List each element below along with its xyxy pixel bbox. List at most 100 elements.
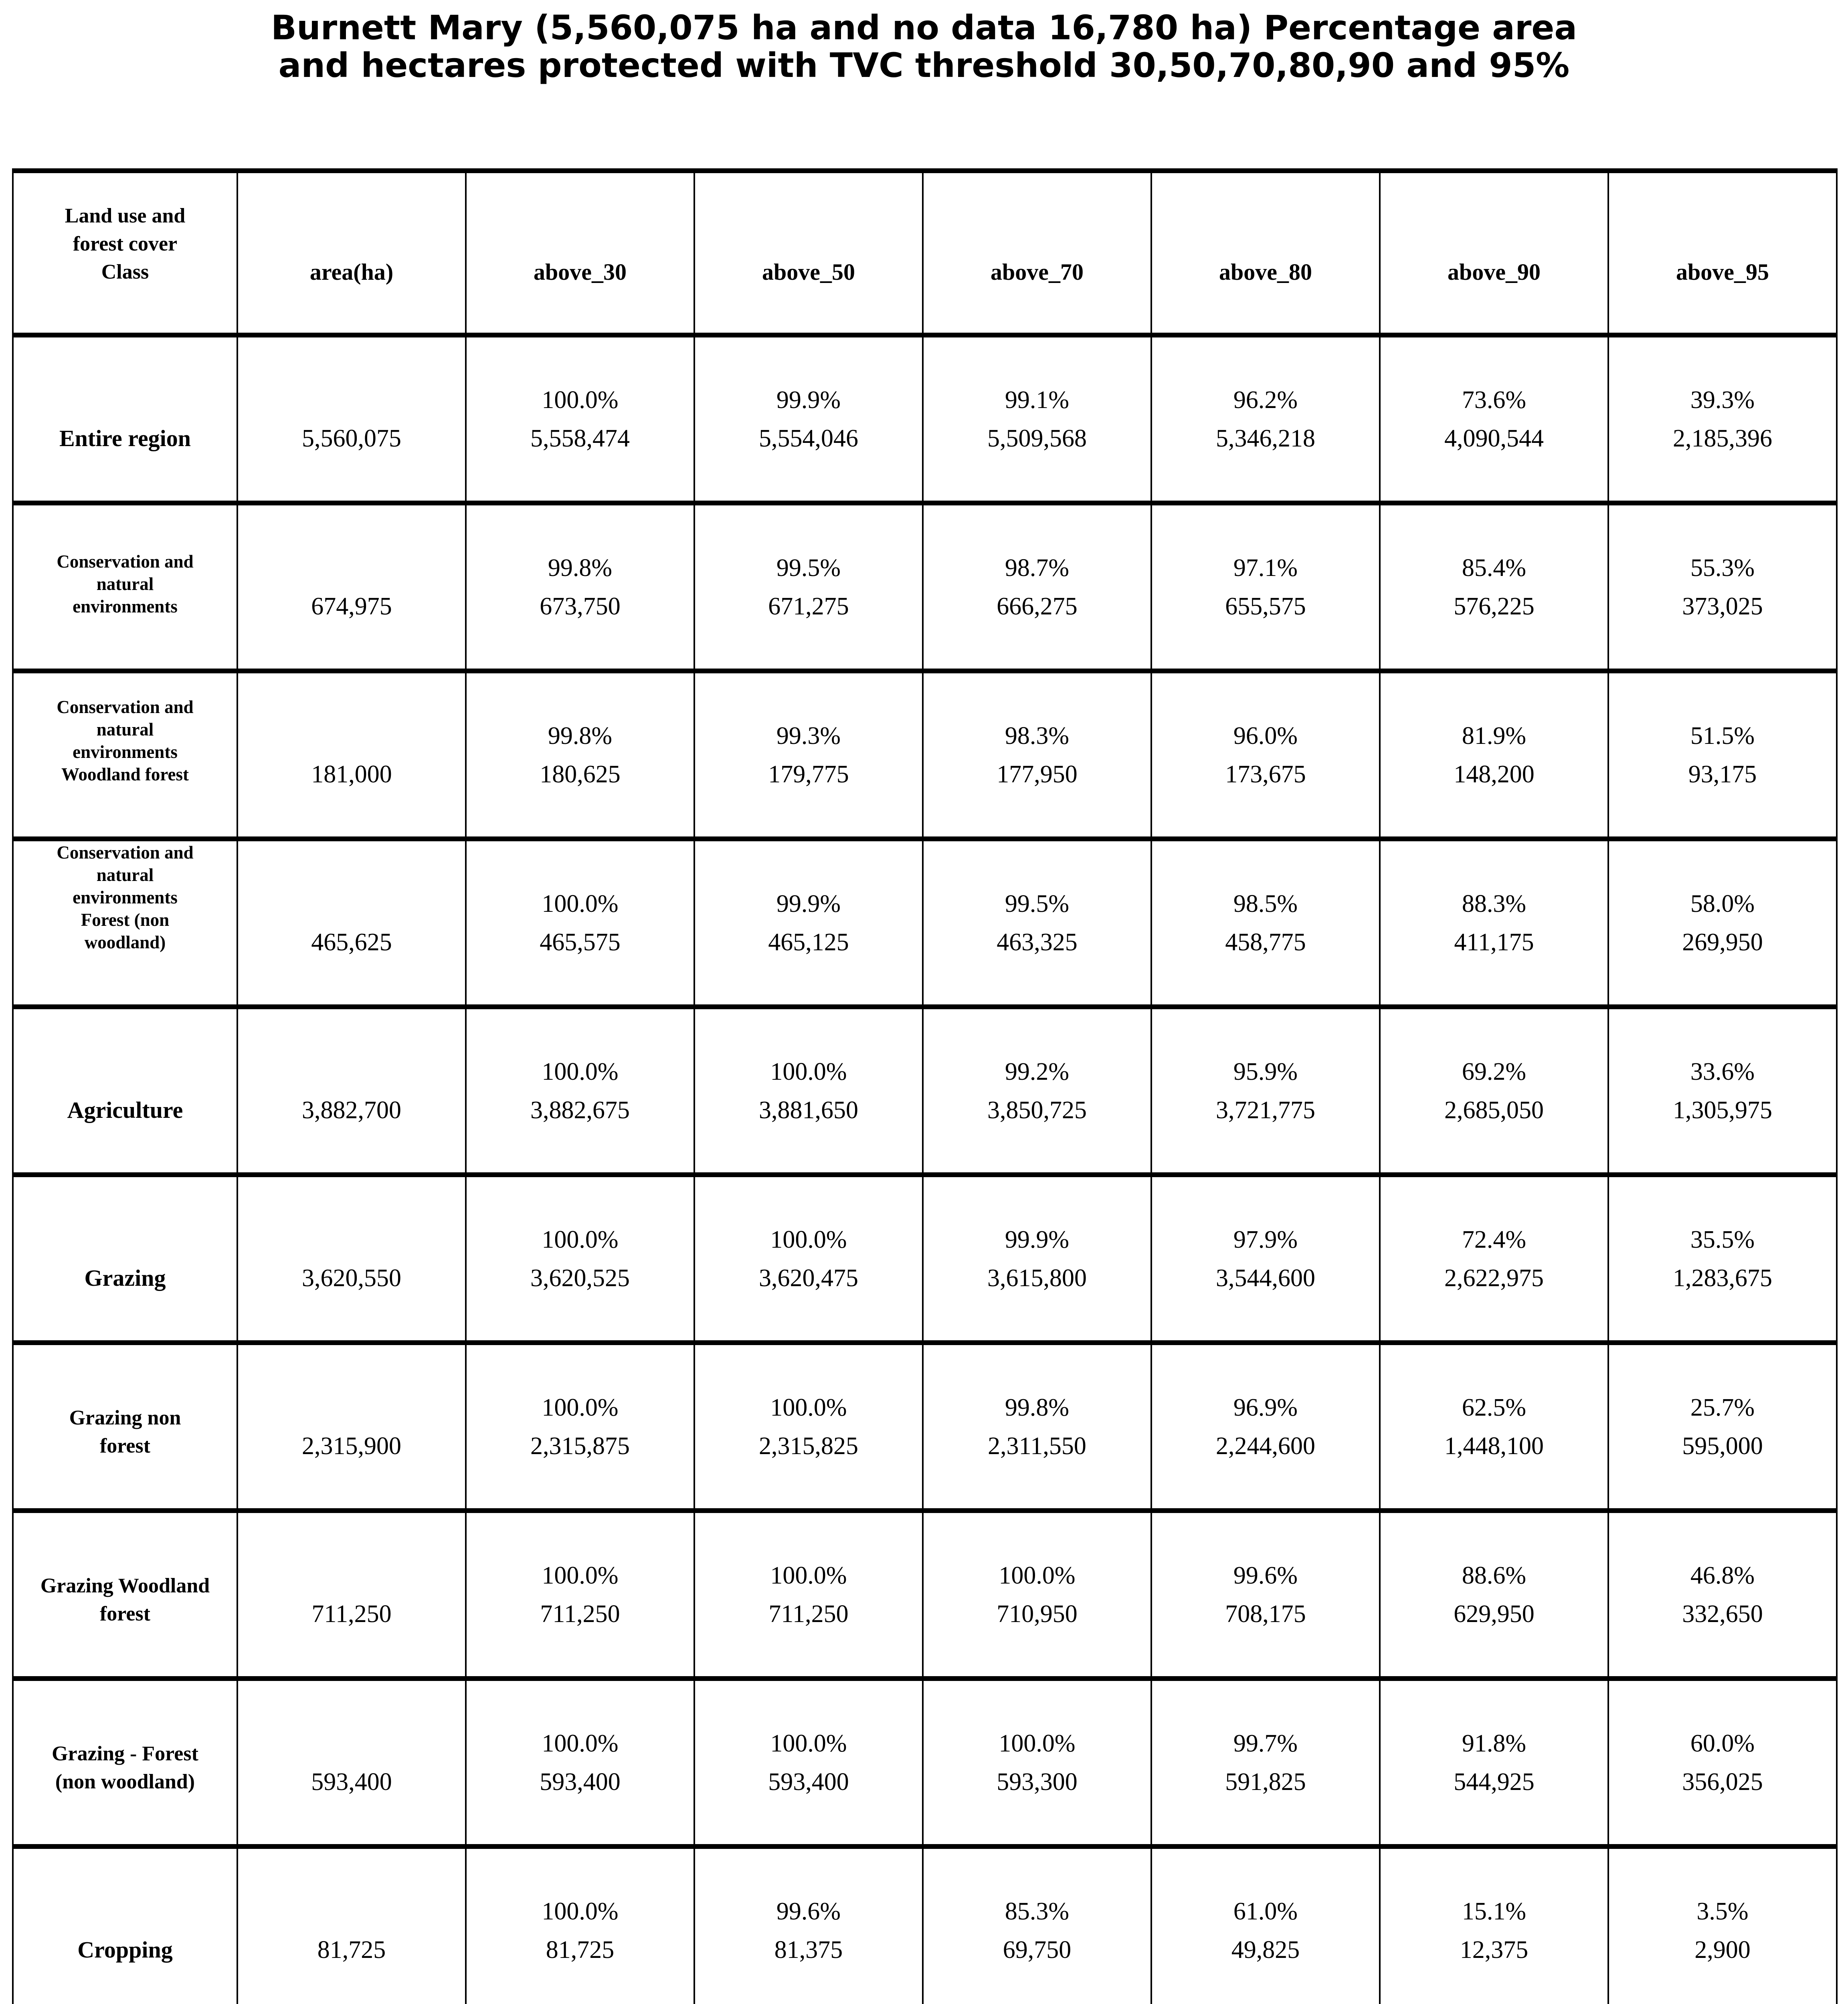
cell-percent: 88.6%: [1462, 1562, 1527, 1589]
cell-threshold: 62.5% 1,448,100: [1379, 1343, 1609, 1511]
cell-percent: 81.9%: [1462, 722, 1527, 749]
cell-percent: 69.2%: [1462, 1058, 1527, 1085]
cell-hectares: 2,685,050: [1444, 1096, 1544, 1124]
cell-percent: 99.7%: [1233, 1729, 1298, 1757]
cell-percent: 100.0%: [770, 1729, 847, 1757]
cell-threshold: 97.9% 3,544,600: [1150, 1175, 1381, 1343]
cell-percent: 96.9%: [1233, 1394, 1298, 1421]
cell-percent: 35.5%: [1690, 1226, 1755, 1253]
cell-percent: 99.6%: [776, 1897, 841, 1925]
cell-threshold: 99.8% 180,625: [465, 671, 695, 839]
cell-threshold: 100.0% 3,881,650: [694, 1007, 924, 1175]
cell-threshold: 99.8% 673,750: [465, 503, 695, 671]
cell-percent: 99.9%: [776, 386, 841, 414]
cell-hectares: 595,000: [1682, 1432, 1763, 1460]
cell-threshold: 98.5% 458,775: [1150, 839, 1381, 1007]
cell-percent: 99.8%: [548, 722, 613, 749]
cell-percent: 96.0%: [1233, 722, 1298, 749]
cell-threshold: 98.3% 177,950: [922, 671, 1152, 839]
cell-percent: 95.9%: [1233, 1058, 1298, 1085]
cell-threshold: 99.5% 671,275: [694, 503, 924, 671]
cell-hectares: 332,650: [1682, 1600, 1763, 1628]
cell-percent: 99.9%: [776, 890, 841, 917]
cell-percent: 61.0%: [1233, 1897, 1298, 1925]
cell-threshold: 46.8% 332,650: [1607, 1511, 1838, 1679]
cell-threshold: 99.9% 3,615,800: [922, 1175, 1152, 1343]
cell-percent: 100.0%: [542, 1226, 619, 1253]
cell-hectares: 3,620,475: [759, 1264, 858, 1292]
cell-percent: 98.3%: [1005, 722, 1070, 749]
cell-hectares: 411,175: [1454, 928, 1534, 956]
cell-percent: 60.0%: [1690, 1729, 1755, 1757]
table-header: Land use and forest cover Class area(ha)…: [12, 171, 1838, 335]
cell-percent: 72.4%: [1462, 1226, 1527, 1253]
cell-threshold: 58.0% 269,950: [1607, 839, 1838, 1007]
cell-threshold: 99.2% 3,850,725: [922, 1007, 1152, 1175]
row-label: Grazing - Forest (non woodland): [12, 1679, 238, 1846]
cell-percent: 46.8%: [1690, 1562, 1755, 1589]
cell-percent: 15.1%: [1462, 1897, 1527, 1925]
cell-threshold: 3.5% 2,900: [1607, 1846, 1838, 2004]
table-row: Cropping 81,725 100.0% 81,725 99.6% 81,375 85.…: [12, 1846, 1838, 2004]
cell-area: 2,315,900: [237, 1343, 467, 1511]
cell-threshold: 69.2% 2,685,050: [1379, 1007, 1609, 1175]
cell-percent: 3.5%: [1696, 1897, 1749, 1925]
cell-hectares: 708,175: [1225, 1600, 1306, 1628]
cell-hectares: 81,725: [546, 1936, 615, 1964]
cell-hectares: 671,275: [768, 592, 849, 620]
cell-threshold: 100.0% 593,300: [922, 1679, 1152, 1846]
cell-hectares: 591,825: [1225, 1768, 1306, 1796]
page-title: Burnett Mary (5,560,075 ha and no data 1…: [271, 8, 1577, 85]
cell-percent: 99.6%: [1233, 1562, 1298, 1589]
table-row: Grazing 3,620,550 100.0% 3,620,525 100.0% 3,6…: [12, 1175, 1838, 1343]
cell-hectares: 458,775: [1225, 928, 1306, 956]
cell-percent: 100.0%: [542, 386, 619, 414]
table-row: Agriculture 3,882,700 100.0% 3,882,675 100.0…: [12, 1007, 1838, 1175]
cell-hectares: 373,025: [1682, 592, 1763, 620]
cell-hectares: 2,244,600: [1216, 1432, 1315, 1460]
cell-hectares: 93,175: [1688, 760, 1757, 788]
cell-threshold: 96.2% 5,346,218: [1150, 335, 1381, 503]
table-row: Conservation and natural environments Fo…: [12, 839, 1838, 1007]
cell-hectares: 3,882,675: [530, 1096, 630, 1124]
cell-hectares: 2,900: [1694, 1936, 1751, 1964]
cell-area: 81,725: [237, 1846, 467, 2004]
cell-threshold: 35.5% 1,283,675: [1607, 1175, 1838, 1343]
cell-threshold: 100.0% 711,250: [465, 1511, 695, 1679]
cell-threshold: 15.1% 12,375: [1379, 1846, 1609, 2004]
cell-percent: 98.7%: [1005, 554, 1070, 582]
table-row: Conservation and natural environments 674…: [12, 503, 1838, 671]
cell-percent: 99.8%: [548, 554, 613, 582]
cell-hectares: 356,025: [1682, 1768, 1763, 1796]
table-body: Entire region 5,560,075 100.0% 5,558,474 99.…: [12, 335, 1838, 2004]
cell-hectares: 3,615,800: [987, 1264, 1087, 1292]
cell-percent: 85.4%: [1462, 554, 1527, 582]
cell-threshold: 100.0% 593,400: [694, 1679, 924, 1846]
cell-threshold: 100.0% 3,882,675: [465, 1007, 695, 1175]
cell-percent: 51.5%: [1690, 722, 1755, 749]
cell-threshold: 73.6% 4,090,544: [1379, 335, 1609, 503]
cell-hectares: 177,950: [997, 760, 1078, 788]
cell-percent: 100.0%: [770, 1562, 847, 1589]
cell-threshold: 100.0% 593,400: [465, 1679, 695, 1846]
cell-hectares: 4,090,544: [1444, 424, 1544, 452]
cell-hectares: 1,283,675: [1673, 1264, 1772, 1292]
cell-hectares: 544,925: [1454, 1768, 1535, 1796]
cell-threshold: 98.7% 666,275: [922, 503, 1152, 671]
cell-hectares: 673,750: [540, 592, 621, 620]
cell-percent: 100.0%: [542, 1058, 619, 1085]
header-area: area(ha): [237, 171, 467, 335]
cell-hectares: 5,346,218: [1216, 424, 1315, 452]
cell-percent: 100.0%: [999, 1562, 1076, 1589]
cell-percent: 100.0%: [999, 1729, 1076, 1757]
cell-percent: 85.3%: [1005, 1897, 1070, 1925]
cell-threshold: 60.0% 356,025: [1607, 1679, 1838, 1846]
header-above-80: above_80: [1150, 171, 1381, 335]
cell-threshold: 88.6% 629,950: [1379, 1511, 1609, 1679]
cell-hectares: 465,125: [768, 928, 849, 956]
cell-hectares: 666,275: [997, 592, 1078, 620]
row-label: Grazing Woodland forest: [12, 1511, 238, 1679]
cell-percent: 100.0%: [770, 1058, 847, 1085]
cell-threshold: 100.0% 465,575: [465, 839, 695, 1007]
cell-hectares: 2,185,396: [1673, 424, 1772, 452]
